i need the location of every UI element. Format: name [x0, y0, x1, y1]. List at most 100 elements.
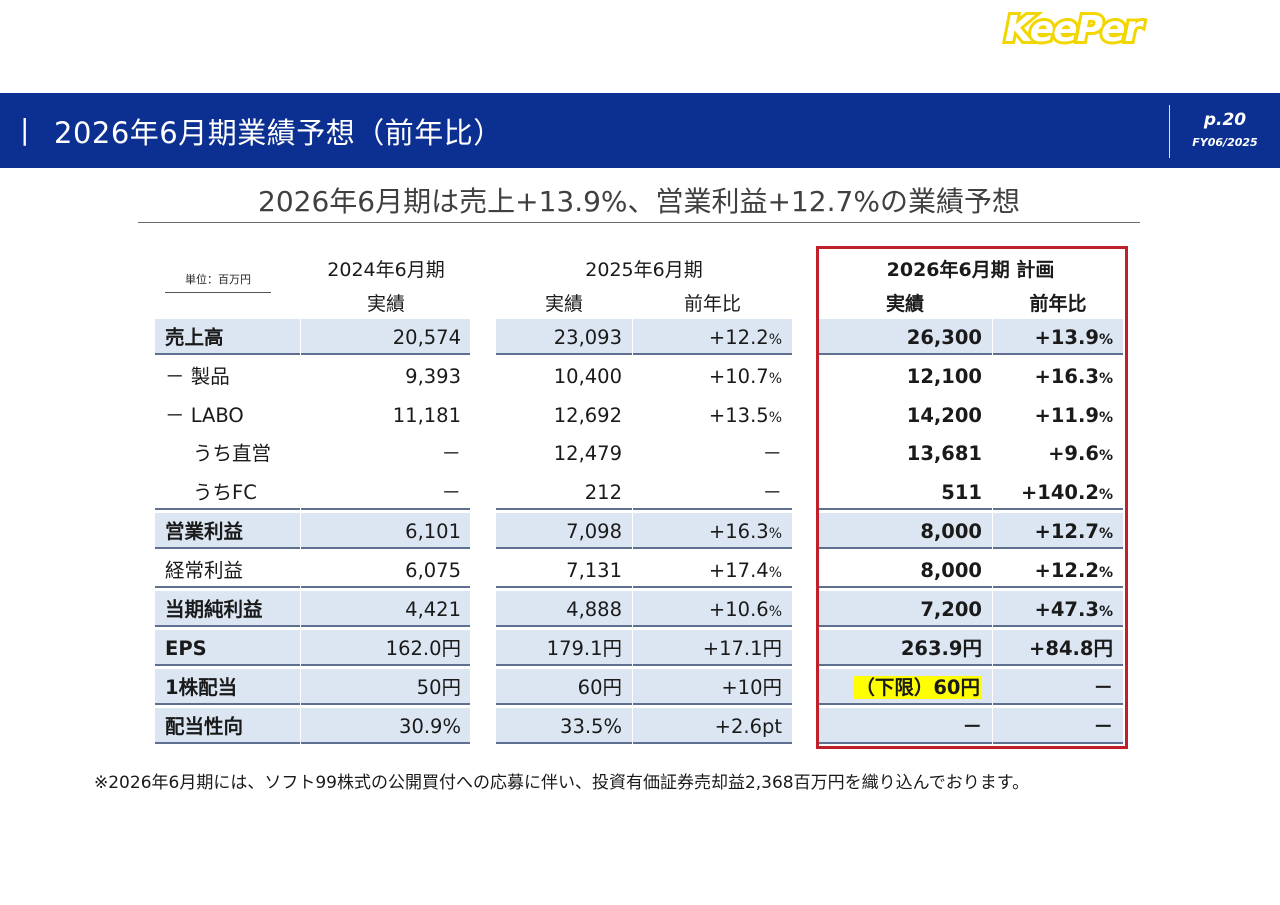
col-subheader-2026: 実績	[885, 293, 924, 315]
value-2024: 9,393	[405, 365, 461, 388]
value-2026: 511	[818, 474, 992, 510]
row-label: － 製品	[165, 365, 230, 388]
row-label: 経常利益	[155, 552, 300, 588]
col-subheader-2026-yoy: 前年比	[1029, 293, 1087, 315]
value-2025: 12,479	[553, 442, 622, 465]
value-2025: 60円	[496, 669, 632, 705]
unit-label: 単位：百万円	[165, 268, 271, 293]
slide-subtitle: 2026年6月期は売上+13.9%、営業利益+12.7%の業績予想	[258, 185, 1020, 218]
yoy-2025: +12.2%	[633, 319, 792, 355]
table-row: 営業利益 6,101 7,098 +16.3% 8,000 +12.7%	[155, 513, 1123, 551]
yoy-2025: +17.1円	[633, 630, 792, 666]
yoy-2026: +9.6%	[1048, 442, 1113, 465]
value-2026: 263.9円	[818, 630, 992, 666]
yoy-2025: +10.7%	[708, 365, 782, 388]
yoy-2026: +140.2%	[993, 474, 1123, 510]
slide-header: | 2026年6月期業績予想（前年比）	[0, 93, 1280, 168]
value-2024: －	[441, 442, 461, 465]
col-header-2026: 2026年6月期 計画	[886, 259, 1055, 281]
table-row: － 製品 9,393 10,400 +10.7% 12,100 +16.3%	[155, 358, 1123, 396]
col-header-2025: 2025年6月期	[585, 259, 703, 281]
slide-title: 2026年6月期業績予想（前年比）	[54, 116, 503, 150]
page-number: p.20	[1203, 110, 1247, 130]
table-row: 配当性向 30.9% 33.5% +2.6pt － －	[155, 708, 1123, 746]
row-label: 配当性向	[155, 708, 300, 744]
row-label: 営業利益	[155, 513, 300, 549]
value-2025: 10,400	[553, 365, 622, 388]
yoy-2026: +12.7%	[993, 513, 1123, 549]
value-2026: 13,681	[906, 442, 982, 465]
value-2025: 4,888	[496, 591, 632, 627]
yoy-2025: +17.4%	[633, 552, 792, 588]
yoy-2025: +10.6%	[633, 591, 792, 627]
logo-text: KeePer	[1002, 6, 1145, 53]
yoy-2026: －	[993, 708, 1123, 744]
table-row: 当期純利益 4,421 4,888 +10.6% 7,200 +47.3%	[155, 591, 1123, 629]
value-2026: （下限）60円	[818, 669, 992, 705]
col-subheader-2025: 実績	[544, 293, 583, 315]
table-row: EPS 162.0円 179.1円 +17.1円 263.9円 +84.8円	[155, 630, 1123, 668]
footnote: ※2026年6月期には、ソフト99株式の公開買付への応募に伴い、投資有価証券売却…	[94, 773, 1030, 793]
value-2024: 50円	[301, 669, 470, 705]
value-2026: 12,100	[906, 365, 982, 388]
value-2025: 212	[496, 474, 632, 510]
value-2024: 162.0円	[301, 630, 470, 666]
table-row: うちFC － 212 － 511 +140.2%	[155, 474, 1123, 512]
row-label: 1株配当	[155, 669, 300, 705]
yoy-2025: +10円	[633, 669, 792, 705]
value-2024: 11,181	[392, 404, 461, 427]
value-2025: 12,692	[553, 404, 622, 427]
value-2024: 30.9%	[301, 708, 470, 744]
value-2026: 14,200	[906, 404, 982, 427]
yoy-2026: +11.9%	[1034, 404, 1113, 427]
lower-limit-highlight: （下限）60円	[853, 676, 982, 699]
value-2024: 20,574	[301, 319, 470, 355]
value-2024: 6,101	[301, 513, 470, 549]
yoy-2025: +13.5%	[708, 404, 782, 427]
value-2026: 26,300	[818, 319, 992, 355]
logo-tagline: FOR SMART CAR LIFE	[1014, 52, 1136, 63]
yoy-2025: +2.6pt	[633, 708, 792, 744]
row-label: 売上高	[155, 319, 300, 355]
table-row: － LABO 11,181 12,692 +13.5% 14,200 +11.9…	[155, 397, 1123, 435]
value-2024: －	[301, 474, 470, 510]
yoy-2025: －	[762, 442, 782, 465]
table-row: 1株配当 50円 60円 +10円 （下限）60円 －	[155, 669, 1123, 707]
value-2025: 7,098	[496, 513, 632, 549]
table-row: 売上高 20,574 23,093 +12.2% 26,300 +13.9%	[155, 319, 1123, 357]
value-2026: 8,000	[818, 513, 992, 549]
value-2024: 4,421	[301, 591, 470, 627]
row-label: うちFC	[155, 474, 300, 510]
yoy-2025: －	[633, 474, 792, 510]
value-2025: 7,131	[496, 552, 632, 588]
value-2026: 8,000	[818, 552, 992, 588]
row-label: EPS	[155, 630, 300, 666]
header-bar-mark: |	[20, 113, 30, 146]
value-2025: 33.5%	[496, 708, 632, 744]
yoy-2026: +47.3%	[993, 591, 1123, 627]
header-divider	[1169, 105, 1170, 158]
table-row: うち直営 － 12,479 － 13,681 +9.6%	[155, 435, 1123, 473]
row-label: 当期純利益	[155, 591, 300, 627]
table-row: 経常利益 6,075 7,131 +17.4% 8,000 +12.2%	[155, 552, 1123, 590]
fiscal-year-label: FY06/2025	[1192, 136, 1258, 149]
plan-highlight-frame	[816, 246, 1128, 749]
yoy-2026: －	[993, 669, 1123, 705]
keeper-logo: KeePer	[999, 6, 1147, 53]
yoy-2026: +12.2%	[993, 552, 1123, 588]
col-subheader-2024: 実績	[366, 293, 405, 315]
row-label: うち直営	[193, 442, 272, 465]
yoy-2026: +16.3%	[1034, 365, 1113, 388]
value-2026: －	[818, 708, 992, 744]
value-2026: 7,200	[818, 591, 992, 627]
yoy-2026: +84.8円	[993, 630, 1123, 666]
value-2024: 6,075	[301, 552, 470, 588]
yoy-2025: +16.3%	[633, 513, 792, 549]
col-subheader-2025-yoy: 前年比	[683, 293, 741, 315]
yoy-2026: +13.9%	[993, 319, 1123, 355]
row-label: － LABO	[165, 404, 244, 427]
value-2025: 23,093	[496, 319, 632, 355]
col-header-2024: 2024年6月期	[327, 259, 445, 281]
value-2025: 179.1円	[496, 630, 632, 666]
subtitle-rule	[138, 222, 1140, 223]
